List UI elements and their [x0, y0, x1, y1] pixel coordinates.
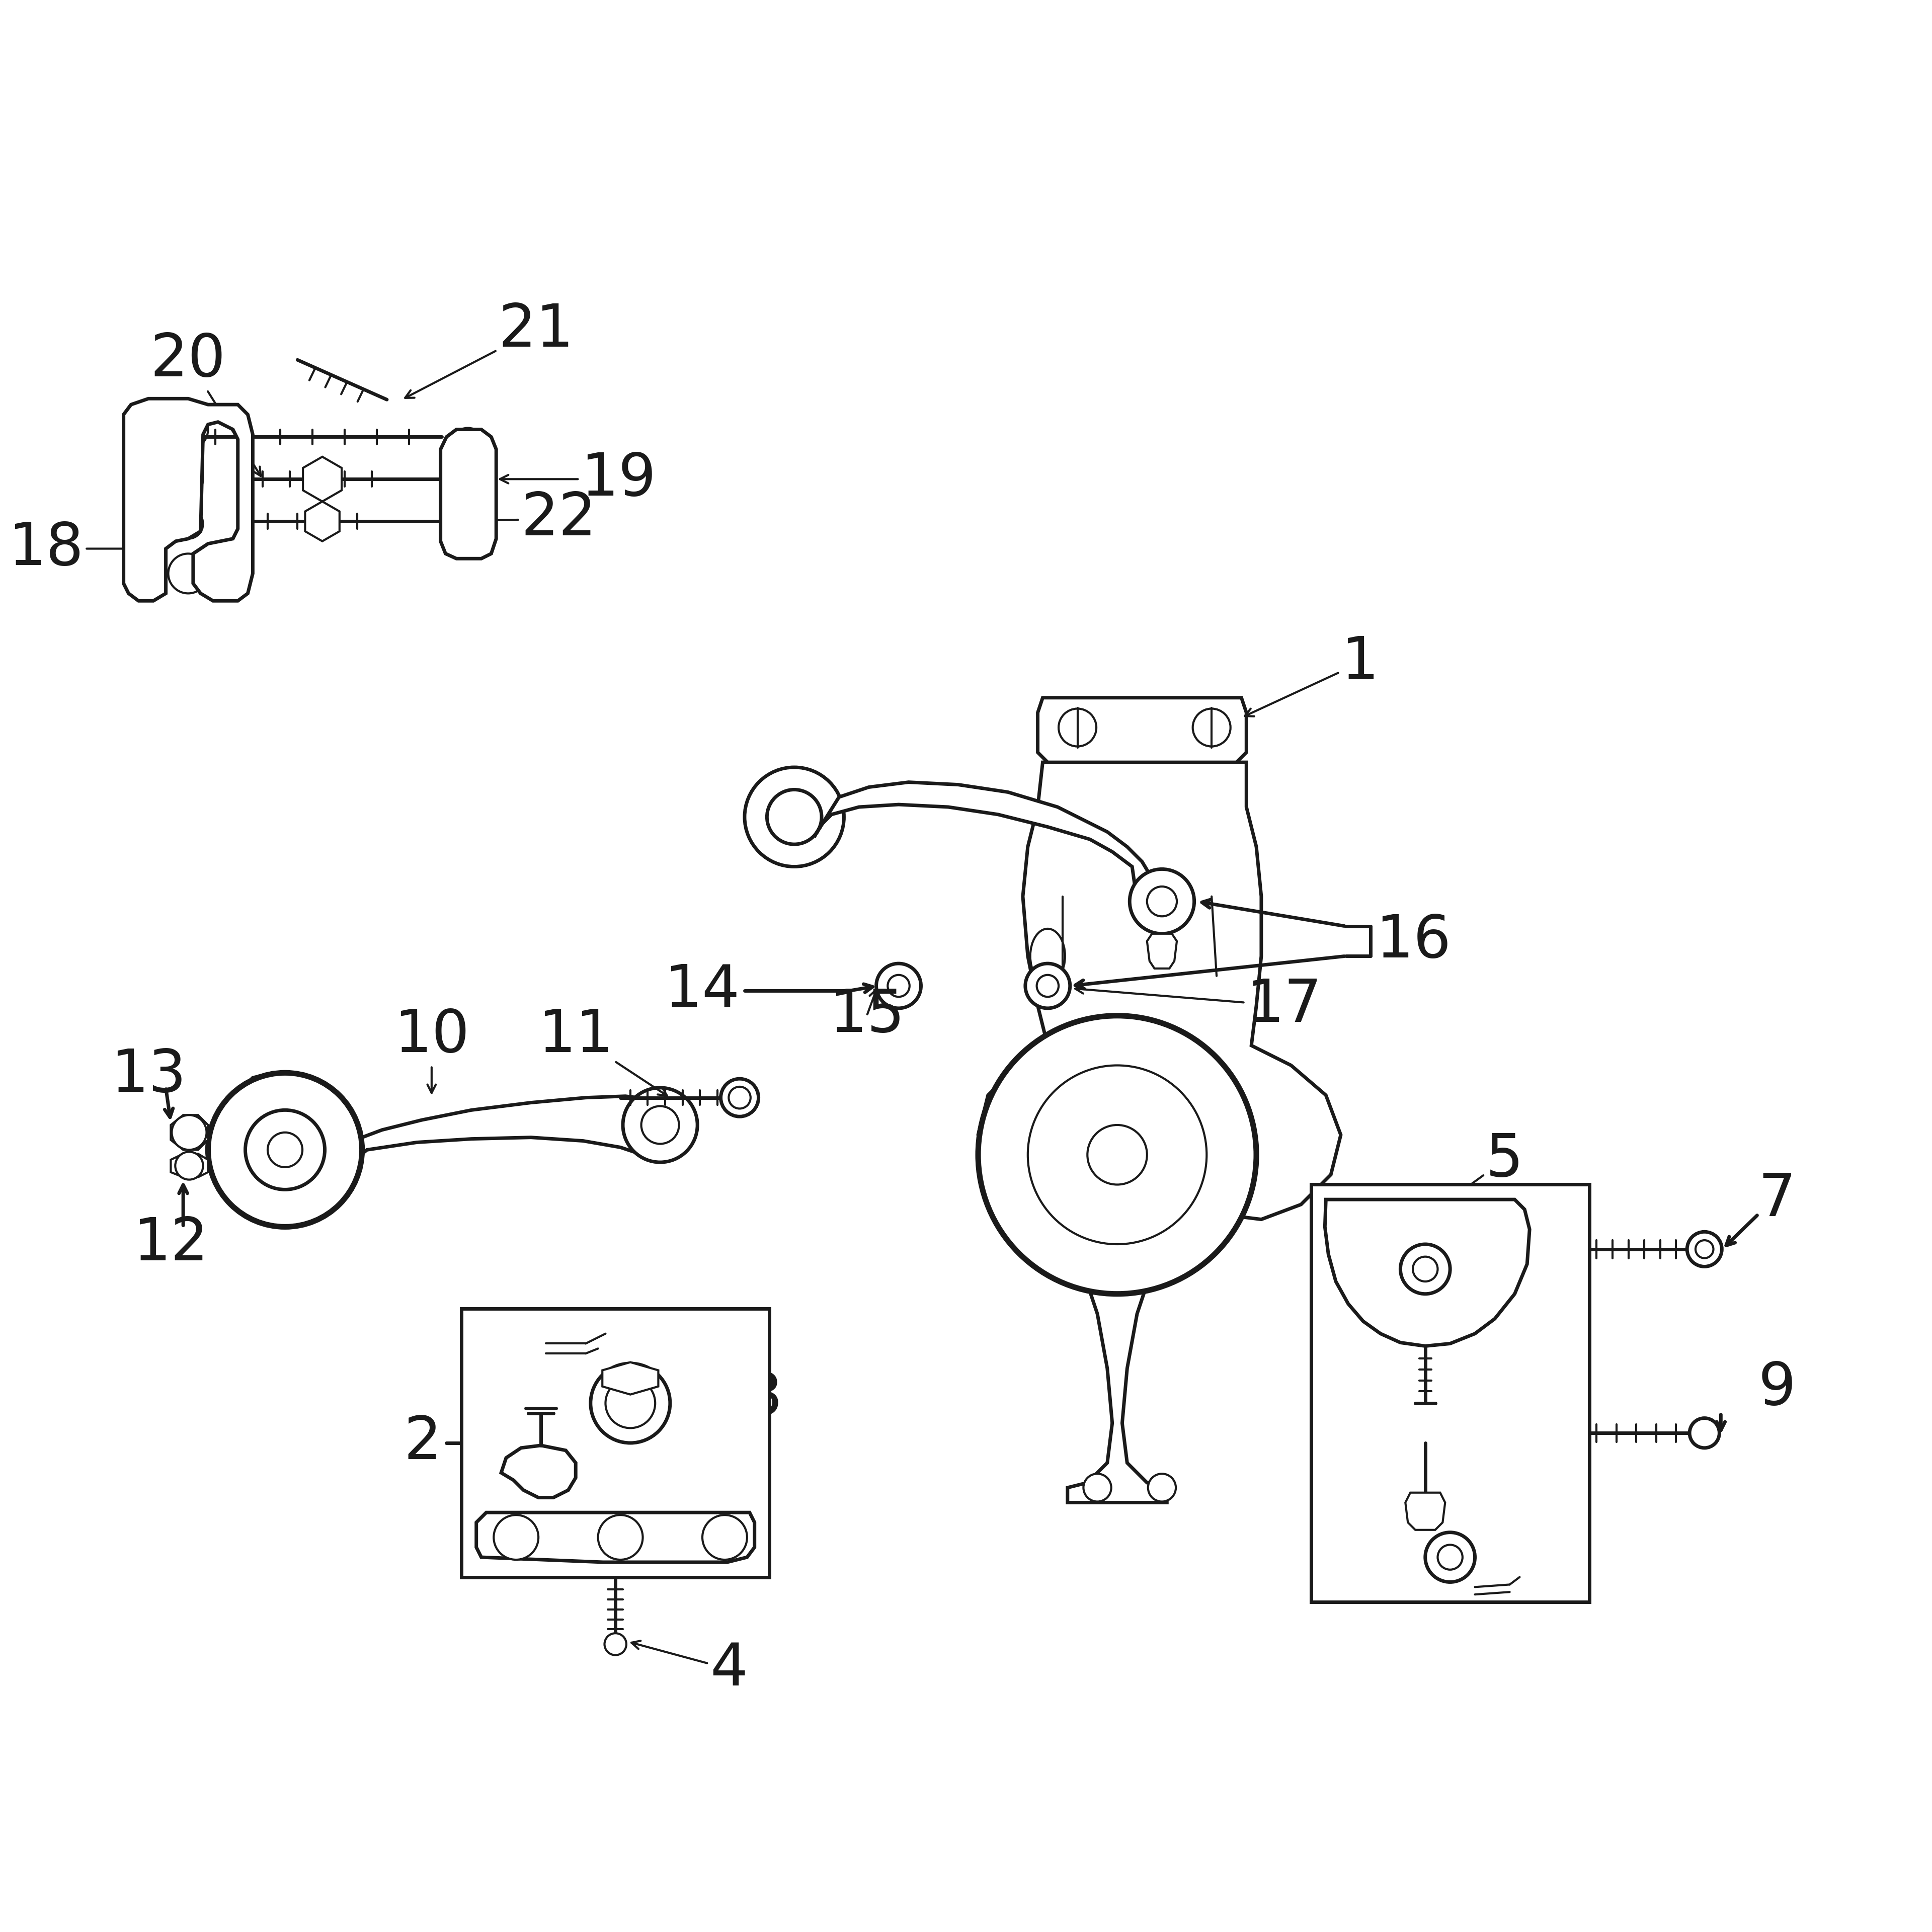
Text: 16: 16	[1376, 912, 1451, 970]
Circle shape	[877, 964, 922, 1009]
Polygon shape	[222, 1072, 692, 1227]
Bar	[1312, 1184, 1590, 1602]
Polygon shape	[1405, 1493, 1445, 1530]
Circle shape	[448, 429, 487, 466]
Circle shape	[1696, 1240, 1714, 1258]
Circle shape	[1401, 1244, 1451, 1294]
Circle shape	[1412, 1256, 1437, 1281]
Ellipse shape	[1030, 929, 1065, 983]
Text: 18: 18	[8, 520, 145, 578]
Polygon shape	[477, 1513, 755, 1563]
Polygon shape	[500, 1445, 576, 1497]
Circle shape	[1192, 709, 1231, 746]
Circle shape	[454, 475, 481, 502]
Circle shape	[1426, 1532, 1474, 1582]
Circle shape	[1148, 887, 1177, 916]
Polygon shape	[124, 398, 253, 601]
Text: 9: 9	[1758, 1360, 1797, 1418]
Text: 14: 14	[665, 962, 740, 1020]
Circle shape	[1148, 1474, 1177, 1501]
Circle shape	[605, 1378, 655, 1428]
Circle shape	[209, 1072, 361, 1227]
Text: 4: 4	[632, 1640, 748, 1698]
Text: 3: 3	[676, 1370, 782, 1428]
Text: 20: 20	[151, 330, 261, 475]
Polygon shape	[303, 456, 342, 502]
Text: 11: 11	[537, 1007, 667, 1095]
Circle shape	[168, 410, 209, 450]
Circle shape	[1059, 709, 1095, 746]
Text: 5: 5	[1453, 1130, 1524, 1198]
Circle shape	[245, 1111, 325, 1190]
Circle shape	[599, 1515, 643, 1559]
Circle shape	[641, 1107, 678, 1144]
Circle shape	[887, 976, 910, 997]
Circle shape	[744, 767, 844, 867]
Circle shape	[1088, 1124, 1148, 1184]
Text: 6: 6	[1482, 1474, 1588, 1532]
Circle shape	[168, 554, 209, 593]
Polygon shape	[1037, 697, 1246, 763]
Circle shape	[591, 1364, 670, 1443]
Circle shape	[721, 1078, 759, 1117]
Polygon shape	[1148, 933, 1177, 968]
Circle shape	[1084, 1474, 1111, 1501]
Text: 7: 7	[1758, 1171, 1797, 1229]
Text: 19: 19	[500, 450, 657, 508]
Circle shape	[622, 1088, 697, 1163]
Polygon shape	[305, 502, 340, 541]
Text: 21: 21	[406, 301, 574, 398]
Circle shape	[1026, 964, 1070, 1009]
Text: 13: 13	[110, 1047, 185, 1105]
Circle shape	[767, 790, 821, 844]
Circle shape	[728, 1086, 750, 1109]
Circle shape	[1687, 1233, 1721, 1267]
Circle shape	[978, 1016, 1256, 1294]
Bar	[462, 1308, 769, 1577]
Text: 22: 22	[444, 491, 597, 549]
Polygon shape	[1325, 1200, 1530, 1347]
Text: 2: 2	[404, 1414, 442, 1472]
Circle shape	[495, 1515, 539, 1559]
Circle shape	[1130, 869, 1194, 933]
Text: 15: 15	[829, 987, 904, 1045]
Text: 12: 12	[133, 1215, 209, 1273]
Polygon shape	[170, 1115, 209, 1150]
Text: 10: 10	[394, 1007, 469, 1094]
Text: 1: 1	[1244, 634, 1379, 717]
Circle shape	[703, 1515, 748, 1559]
Circle shape	[1037, 976, 1059, 997]
Circle shape	[1028, 1065, 1208, 1244]
Circle shape	[269, 1132, 303, 1167]
Text: 8: 8	[1323, 1374, 1408, 1432]
Circle shape	[176, 1151, 203, 1180]
Text: 17: 17	[1076, 978, 1321, 1036]
Circle shape	[448, 518, 487, 554]
Circle shape	[605, 1633, 626, 1656]
Circle shape	[1437, 1546, 1463, 1569]
Polygon shape	[603, 1362, 659, 1395]
Polygon shape	[978, 763, 1341, 1503]
Circle shape	[174, 508, 203, 539]
Circle shape	[172, 1115, 207, 1150]
Polygon shape	[813, 782, 1155, 920]
Polygon shape	[170, 1153, 209, 1177]
Circle shape	[174, 464, 203, 495]
Circle shape	[1691, 1418, 1719, 1447]
Polygon shape	[440, 429, 497, 558]
